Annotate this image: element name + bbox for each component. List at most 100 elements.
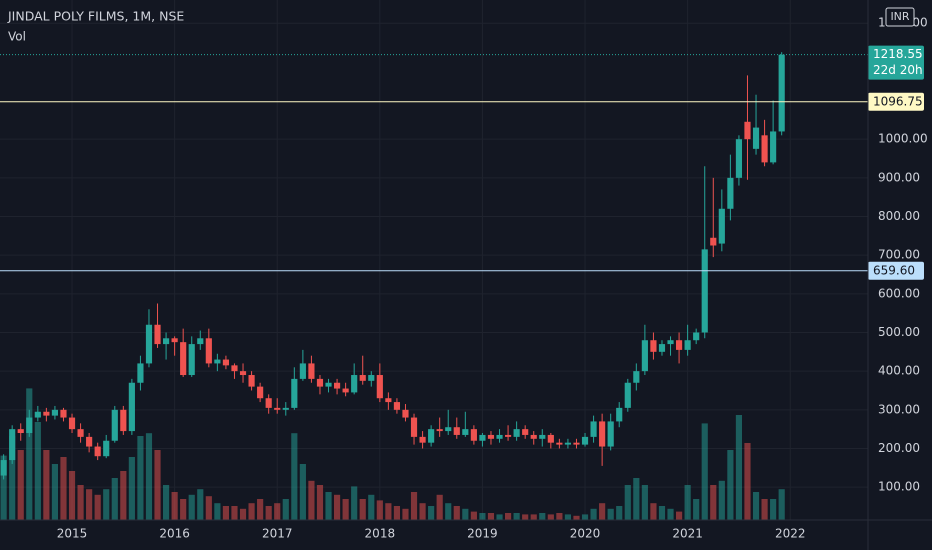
volume-bar xyxy=(487,513,495,520)
volume-bar xyxy=(77,485,84,520)
price-badge-label: 1096.75 xyxy=(873,94,923,108)
volume-bar xyxy=(462,508,469,520)
volume-bar xyxy=(616,506,623,520)
candle-body xyxy=(94,446,101,457)
x-tick-label: 2020 xyxy=(570,527,601,541)
candle-body xyxy=(103,440,110,457)
volume-bar xyxy=(607,508,614,520)
candle-body xyxy=(633,371,640,383)
volume-bar xyxy=(282,499,289,520)
candle-body xyxy=(504,434,512,437)
candle-body xyxy=(145,324,153,364)
x-tick-label: 2021 xyxy=(672,527,703,541)
candle-body xyxy=(428,429,435,443)
candle-body xyxy=(453,427,460,435)
chart-title: JINDAL POLY FILMS, 1M, NSE xyxy=(7,9,184,24)
candle-body xyxy=(180,342,187,376)
volume-bar xyxy=(111,478,118,520)
candle-body xyxy=(0,460,7,476)
candle-body xyxy=(43,411,50,416)
candle-body xyxy=(693,332,700,341)
countdown-label: 22d 20h xyxy=(873,63,923,77)
volume-bar xyxy=(188,494,195,520)
candle-body xyxy=(34,411,41,418)
currency-label: INR xyxy=(890,10,909,23)
candle-body xyxy=(522,429,529,435)
volume-bar xyxy=(539,513,546,520)
volume-pane xyxy=(0,388,785,520)
candle-body xyxy=(710,237,717,246)
candle-body xyxy=(496,434,503,439)
volume-bar xyxy=(299,464,306,520)
y-tick-label: 800.00 xyxy=(878,209,920,223)
candle-body xyxy=(735,139,743,178)
candle-body xyxy=(744,121,751,140)
volume-bar xyxy=(103,489,110,520)
candle-body xyxy=(436,429,443,432)
candle-body xyxy=(539,434,546,439)
volume-bar xyxy=(445,503,452,520)
volume-bar xyxy=(68,471,76,520)
candle-body xyxy=(333,382,341,389)
candle-body xyxy=(599,421,606,447)
volume-bar xyxy=(770,499,777,520)
volume-bar xyxy=(222,506,230,520)
price-badge xyxy=(868,92,924,111)
candle-body xyxy=(154,324,161,345)
candle-body xyxy=(385,398,392,403)
volume-bar xyxy=(402,508,409,520)
volume-bar xyxy=(376,500,383,520)
candle-body xyxy=(171,338,178,343)
volume-bar xyxy=(658,506,666,520)
candle-body xyxy=(402,409,409,418)
x-tick-label: 2017 xyxy=(262,527,293,541)
volume-bar xyxy=(676,511,683,520)
volume-bar xyxy=(86,489,93,520)
candle-body xyxy=(68,417,76,430)
volume-bar xyxy=(265,506,272,520)
price-badge-label: 659.60 xyxy=(873,263,915,277)
candle-body xyxy=(658,344,666,352)
volume-bar xyxy=(744,443,751,520)
currency-badge xyxy=(885,7,915,27)
volume-bar xyxy=(17,450,24,520)
candle-body xyxy=(607,421,614,447)
candle-body xyxy=(9,429,16,461)
price-axis: 100.00 200.00 300.00 400.00 500.00 600.00 700.… xyxy=(878,16,928,494)
candle-body xyxy=(616,407,623,422)
candle-body xyxy=(60,409,67,418)
volume-bar xyxy=(778,489,785,520)
candle-body xyxy=(701,249,708,333)
volume-bar xyxy=(667,508,674,520)
candle-body xyxy=(257,386,264,399)
volume-bar xyxy=(710,485,717,520)
volume-bar xyxy=(368,494,375,520)
candle-body xyxy=(197,338,204,345)
candle-body xyxy=(376,375,383,399)
candle-body xyxy=(359,375,366,381)
candle-body xyxy=(265,398,272,408)
candle-body xyxy=(188,344,195,376)
last-price-label: 1218.55 xyxy=(873,47,923,61)
y-tick-label: 900.00 xyxy=(878,170,920,184)
candle-body xyxy=(573,442,580,445)
candle-body xyxy=(291,378,298,408)
candle-body xyxy=(86,436,93,447)
volume-bar xyxy=(701,423,708,520)
candle-body xyxy=(770,131,777,163)
candle-body xyxy=(761,135,768,163)
candle-body xyxy=(676,340,683,350)
volume-bar xyxy=(735,415,743,520)
volume-bar xyxy=(145,433,153,520)
candle-body xyxy=(718,208,725,244)
candle-body xyxy=(77,429,84,437)
volume-bar xyxy=(573,515,580,520)
overlays: 1096.75 659.60 1218.55 22d 20h xyxy=(0,45,924,280)
grid xyxy=(0,0,868,520)
candle-body xyxy=(248,375,255,387)
volume-bar xyxy=(624,485,631,520)
volume-bar xyxy=(761,499,768,520)
candle-body xyxy=(128,382,135,432)
candle-body xyxy=(214,359,221,364)
